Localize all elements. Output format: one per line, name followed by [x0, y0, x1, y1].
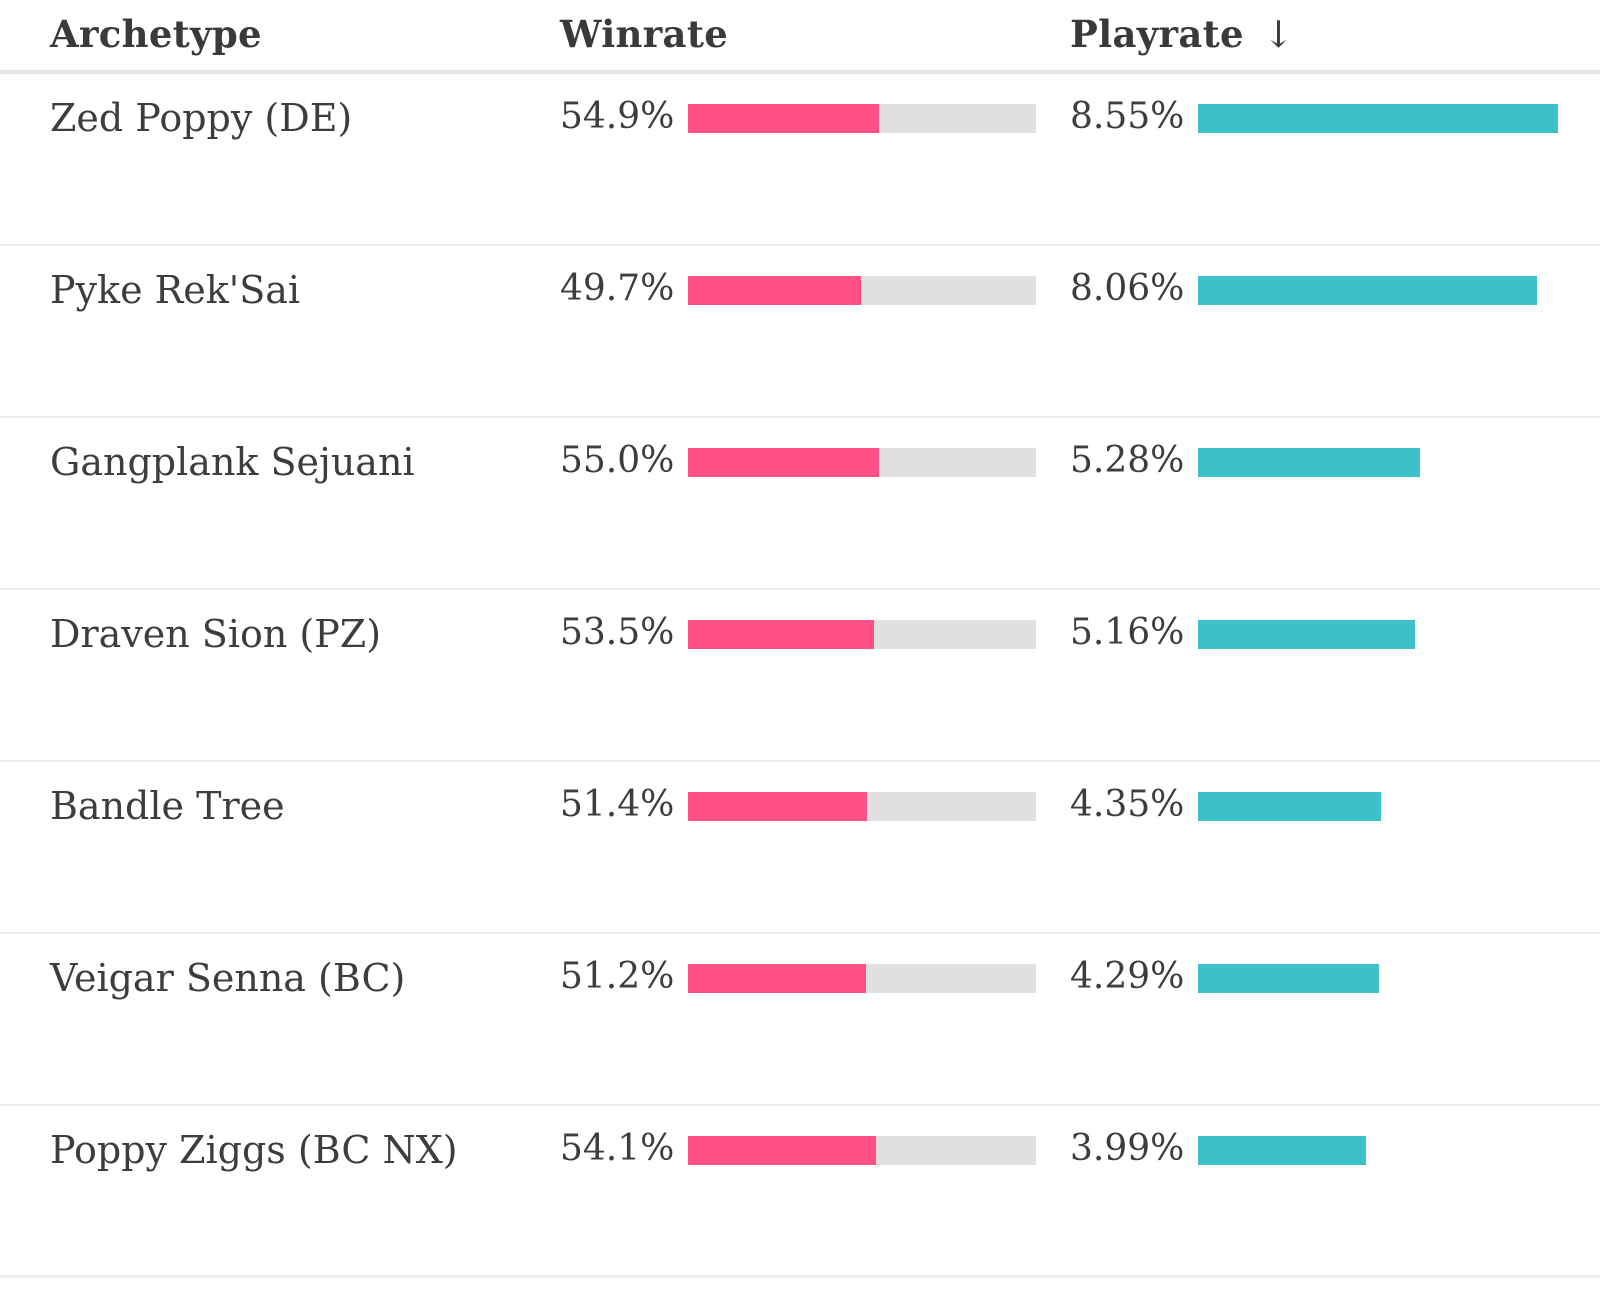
archetype-name[interactable]: Gangplank Sejuani — [50, 440, 415, 484]
winrate-cell: 53.5% — [560, 612, 1036, 664]
winrate-cell: 54.9% — [560, 96, 1036, 148]
table-row: Poppy Ziggs (BC NX) 54.1% 3.99% — [0, 1106, 1600, 1278]
winrate-cell: 51.4% — [560, 784, 1036, 836]
table-row: Veigar Senna (BC) 51.2% 4.29% — [0, 934, 1600, 1106]
table-row: Gangplank Sejuani 55.0% 5.28% — [0, 418, 1600, 590]
playrate-bar-track — [1198, 620, 1415, 649]
table-header: Archetype Winrate Playrate ↓ — [0, 0, 1600, 74]
column-header-archetype[interactable]: Archetype — [50, 12, 262, 56]
archetype-name[interactable]: Draven Sion (PZ) — [50, 612, 382, 656]
table-row: Pyke Rek'Sai 49.7% 8.06% — [0, 246, 1600, 418]
playrate-value: 4.29% — [1070, 956, 1185, 997]
winrate-bar — [688, 104, 880, 133]
playrate-bar-track — [1198, 448, 1420, 477]
playrate-value: 5.28% — [1070, 440, 1185, 481]
playrate-bar-track — [1198, 792, 1381, 821]
playrate-bar — [1198, 792, 1381, 821]
winrate-bar — [688, 792, 867, 821]
winrate-bar-track — [688, 1136, 1036, 1165]
playrate-bar — [1198, 448, 1420, 477]
archetype-name[interactable]: Bandle Tree — [50, 784, 285, 828]
table-row: Draven Sion (PZ) 53.5% 5.16% — [0, 590, 1600, 762]
playrate-value: 3.99% — [1070, 1128, 1185, 1169]
playrate-cell: 4.35% — [1070, 784, 1580, 836]
winrate-value: 53.5% — [560, 612, 675, 653]
playrate-bar — [1198, 104, 1558, 133]
winrate-bar — [688, 1136, 877, 1165]
playrate-bar-track — [1198, 1136, 1366, 1165]
playrate-bar — [1198, 964, 1379, 993]
playrate-bar-track — [1198, 964, 1379, 993]
winrate-cell: 51.2% — [560, 956, 1036, 1008]
playrate-cell: 5.28% — [1070, 440, 1580, 492]
winrate-bar-track — [688, 448, 1036, 477]
winrate-bar — [688, 276, 861, 305]
winrate-cell: 54.1% — [560, 1128, 1036, 1180]
playrate-cell: 4.29% — [1070, 956, 1580, 1008]
playrate-value: 5.16% — [1070, 612, 1185, 653]
winrate-value: 54.1% — [560, 1128, 675, 1169]
playrate-bar-track — [1198, 104, 1558, 133]
winrate-bar-track — [688, 104, 1036, 133]
winrate-value: 54.9% — [560, 96, 675, 137]
column-header-playrate[interactable]: Playrate ↓ — [1070, 12, 1294, 56]
winrate-cell: 49.7% — [560, 268, 1036, 320]
archetype-name[interactable]: Pyke Rek'Sai — [50, 268, 301, 312]
table-row: Zed Poppy (DE) 54.9% 8.55% — [0, 74, 1600, 246]
winrate-value: 51.4% — [560, 784, 675, 825]
winrate-value: 51.2% — [560, 956, 675, 997]
column-header-playrate-label: Playrate — [1070, 12, 1244, 56]
playrate-cell: 8.55% — [1070, 96, 1580, 148]
sort-descending-icon: ↓ — [1263, 13, 1295, 56]
winrate-bar — [688, 620, 875, 649]
playrate-cell: 3.99% — [1070, 1128, 1580, 1180]
winrate-bar-track — [688, 964, 1036, 993]
playrate-bar-track — [1198, 276, 1537, 305]
archetype-name[interactable]: Poppy Ziggs (BC NX) — [50, 1128, 458, 1172]
winrate-value: 55.0% — [560, 440, 675, 481]
winrate-value: 49.7% — [560, 268, 675, 309]
column-header-archetype-label: Archetype — [50, 12, 262, 56]
archetype-name[interactable]: Veigar Senna (BC) — [50, 956, 406, 1000]
playrate-bar — [1198, 620, 1415, 649]
playrate-cell: 8.06% — [1070, 268, 1580, 320]
table-row: Bandle Tree 51.4% 4.35% — [0, 762, 1600, 934]
winrate-bar — [688, 448, 880, 477]
playrate-cell: 5.16% — [1070, 612, 1580, 664]
playrate-value: 8.55% — [1070, 96, 1185, 137]
winrate-cell: 55.0% — [560, 440, 1036, 492]
table-body: Zed Poppy (DE) 54.9% 8.55% Pyke Rek'Sai 49.7… — [0, 74, 1600, 1278]
playrate-value: 8.06% — [1070, 268, 1185, 309]
column-header-winrate[interactable]: Winrate — [560, 12, 728, 56]
winrate-bar — [688, 964, 867, 993]
column-header-winrate-label: Winrate — [560, 12, 729, 56]
playrate-bar — [1198, 276, 1537, 305]
winrate-bar-track — [688, 792, 1036, 821]
archetype-name[interactable]: Zed Poppy (DE) — [50, 96, 353, 140]
winrate-bar-track — [688, 276, 1036, 305]
playrate-bar — [1198, 1136, 1366, 1165]
playrate-value: 4.35% — [1070, 784, 1185, 825]
winrate-bar-track — [688, 620, 1036, 649]
